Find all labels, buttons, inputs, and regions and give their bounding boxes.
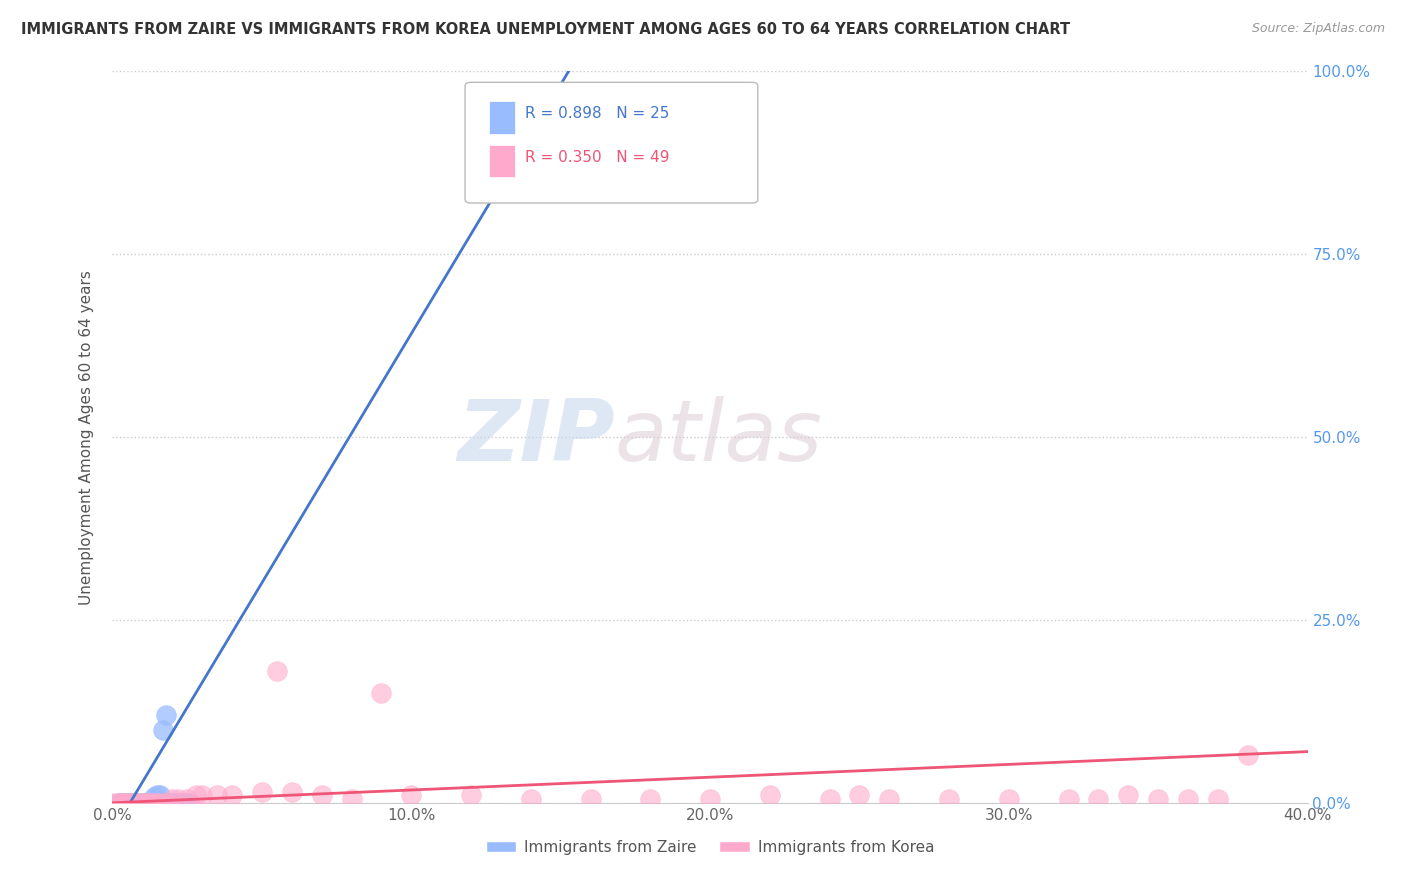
Text: R = 0.898   N = 25: R = 0.898 N = 25 — [524, 106, 669, 121]
Point — [401, 789, 423, 803]
Point — [266, 664, 288, 678]
Point — [149, 789, 172, 803]
Point — [176, 796, 198, 810]
Point — [250, 785, 273, 799]
Point — [1087, 792, 1109, 806]
Point — [146, 796, 169, 810]
Point — [370, 686, 392, 700]
Point — [191, 789, 214, 803]
Text: R = 0.350   N = 49: R = 0.350 N = 49 — [524, 150, 669, 165]
Point — [134, 796, 156, 810]
Point — [101, 796, 124, 810]
Point — [340, 792, 363, 806]
Point — [107, 796, 129, 810]
Point — [141, 796, 163, 810]
Point — [165, 796, 187, 810]
Point — [128, 796, 150, 810]
Point — [186, 789, 208, 803]
Point — [759, 789, 782, 803]
Text: IMMIGRANTS FROM ZAIRE VS IMMIGRANTS FROM KOREA UNEMPLOYMENT AMONG AGES 60 TO 64 : IMMIGRANTS FROM ZAIRE VS IMMIGRANTS FROM… — [21, 22, 1070, 37]
Point — [699, 792, 721, 806]
Point — [155, 796, 177, 810]
Point — [162, 792, 183, 806]
Text: ZIP: ZIP — [457, 395, 614, 479]
Text: atlas: atlas — [614, 395, 823, 479]
Point — [131, 796, 153, 810]
FancyBboxPatch shape — [465, 82, 758, 203]
Point — [114, 796, 135, 810]
Point — [579, 792, 602, 806]
Text: Source: ZipAtlas.com: Source: ZipAtlas.com — [1251, 22, 1385, 36]
Point — [138, 796, 160, 810]
Point — [179, 796, 201, 810]
Point — [176, 792, 198, 806]
Legend: Immigrants from Zaire, Immigrants from Korea: Immigrants from Zaire, Immigrants from K… — [479, 834, 941, 861]
Point — [149, 796, 172, 810]
Point — [162, 796, 183, 810]
Point — [110, 796, 132, 810]
Point — [131, 796, 153, 810]
Point — [157, 796, 180, 810]
Point — [125, 796, 148, 810]
Point — [117, 796, 139, 810]
Point — [848, 789, 870, 803]
Point — [311, 789, 333, 803]
Y-axis label: Unemployment Among Ages 60 to 64 years: Unemployment Among Ages 60 to 64 years — [79, 269, 94, 605]
Point — [167, 796, 190, 810]
Point — [520, 792, 543, 806]
Point — [173, 796, 195, 810]
Point — [998, 792, 1021, 806]
Point — [1177, 792, 1199, 806]
Point — [460, 789, 482, 803]
Bar — [489, 101, 515, 134]
Point — [122, 796, 145, 810]
Point — [938, 792, 960, 806]
Point — [117, 796, 139, 810]
Point — [120, 796, 142, 810]
Point — [134, 796, 156, 810]
Point — [146, 789, 169, 803]
Point — [1237, 748, 1260, 763]
Point — [125, 796, 148, 810]
Point — [141, 796, 163, 810]
Point — [1147, 792, 1170, 806]
Point — [128, 796, 150, 810]
Point — [167, 792, 190, 806]
Point — [170, 796, 193, 810]
Point — [143, 789, 166, 804]
Point — [1057, 792, 1080, 806]
Point — [107, 796, 129, 810]
Point — [1206, 792, 1229, 806]
Point — [205, 789, 228, 803]
Bar — [489, 145, 515, 178]
Point — [155, 708, 177, 723]
Point — [138, 796, 160, 810]
Point — [122, 796, 145, 810]
Point — [640, 792, 662, 806]
Point — [143, 796, 166, 810]
Point — [221, 789, 243, 803]
Point — [818, 792, 841, 806]
Point — [114, 796, 135, 810]
Point — [1118, 789, 1140, 803]
Point — [120, 796, 142, 810]
Point — [281, 785, 304, 799]
Point — [152, 723, 174, 737]
Point — [879, 792, 901, 806]
Point — [110, 796, 132, 810]
